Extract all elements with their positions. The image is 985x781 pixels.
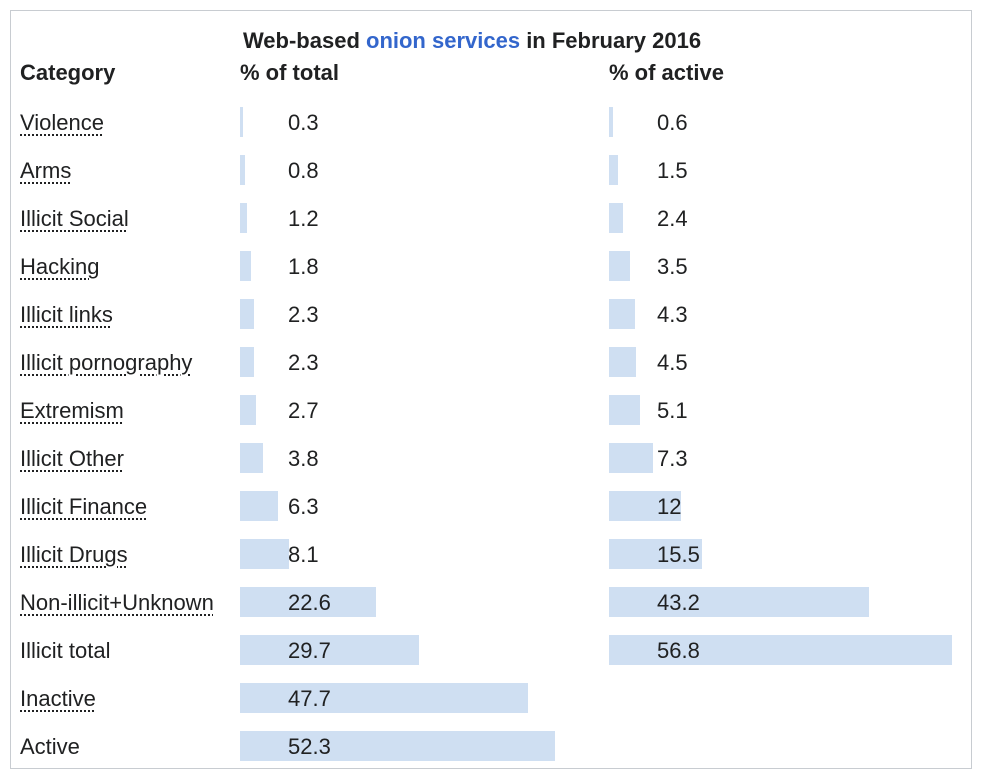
value-percent-of-active: 7.3 [657,446,688,471]
value-percent-of-active: 2.4 [657,206,688,231]
category-label: Active [20,734,80,759]
category-label[interactable]: Illicit Social [20,206,129,231]
value-percent-of-total: 0.8 [288,158,319,183]
category-label[interactable]: Illicit Other [20,446,124,471]
bar-percent-of-active [609,299,635,329]
category-label[interactable]: Illicit links [20,302,113,327]
bar-percent-of-total [240,251,251,281]
bar-percent-of-active [609,491,682,521]
value-percent-of-total: 47.7 [288,686,331,711]
value-percent-of-active: 12 [657,494,682,519]
value-percent-of-total: 3.8 [288,446,319,471]
category-label[interactable]: Violence [20,110,104,135]
caption-suffix: in February 2016 [520,28,702,53]
category-label[interactable]: Arms [20,158,72,183]
bar-percent-of-total [240,635,420,665]
bar-percent-of-total [240,107,243,137]
bar-percent-of-active [609,155,619,185]
onion-services-link[interactable]: onion services [366,28,521,53]
bar-percent-of-total [240,491,278,521]
chart-title: Web-based onion services in February 201… [11,28,933,54]
bar-percent-of-active [609,347,637,377]
bar-percent-of-active [609,107,613,137]
value-percent-of-active: 4.3 [657,302,688,327]
value-percent-of-total: 22.6 [288,590,331,615]
bar-percent-of-active [609,251,631,281]
bar-percent-of-active [609,395,640,425]
value-percent-of-total: 2.7 [288,398,319,423]
bar-percent-of-total [240,587,377,617]
bar-percent-of-total [240,443,263,473]
value-percent-of-total: 6.3 [288,494,319,519]
bar-percent-of-active [609,587,870,617]
category-label[interactable]: Illicit Finance [20,494,148,519]
value-percent-of-active: 4.5 [657,350,688,375]
category-label[interactable]: Non-illicit+Unknown [20,590,214,615]
value-percent-of-total: 8.1 [288,542,319,567]
bar-percent-of-total [240,395,257,425]
value-percent-of-total: 2.3 [288,350,319,375]
category-label[interactable]: Hacking [20,254,100,279]
value-percent-of-total: 52.3 [288,734,331,759]
value-percent-of-active: 0.6 [657,110,688,135]
header-percent-of-active: % of active [609,60,724,85]
value-percent-of-total: 0.3 [288,110,319,135]
header-category: Category [20,60,116,85]
bar-percent-of-total [240,683,528,713]
category-label[interactable]: Illicit Drugs [20,542,128,567]
caption-prefix: Web-based [242,28,366,53]
bar-percent-of-total [240,155,245,185]
category-label[interactable]: Extremism [20,398,124,423]
value-percent-of-total: 29.7 [288,638,331,663]
bar-percent-of-total [240,347,254,377]
bar-percent-of-total [240,299,254,329]
bar-percent-of-active [609,203,624,233]
value-percent-of-active: 15.5 [657,542,700,567]
value-percent-of-total: 1.2 [288,206,319,231]
bar-percent-of-total [240,731,556,761]
header-percent-of-total: % of total [240,60,339,85]
category-label[interactable]: Illicit pornography [20,350,193,375]
bar-percent-of-active [609,539,703,569]
value-percent-of-active: 5.1 [657,398,688,423]
value-percent-of-active: 3.5 [657,254,688,279]
bar-percent-of-total [240,203,248,233]
bar-percent-of-active [609,635,952,665]
value-percent-of-active: 1.5 [657,158,688,183]
value-percent-of-total: 1.8 [288,254,319,279]
category-label: Illicit total [20,638,111,663]
category-label[interactable]: Inactive [20,686,96,711]
chart-frame: Web-based onion services in February 201… [10,10,972,769]
bar-percent-of-active [609,443,654,473]
value-percent-of-active: 43.2 [657,590,700,615]
value-percent-of-total: 2.3 [288,302,319,327]
bar-percent-of-total [240,539,289,569]
value-percent-of-active: 56.8 [657,638,700,663]
